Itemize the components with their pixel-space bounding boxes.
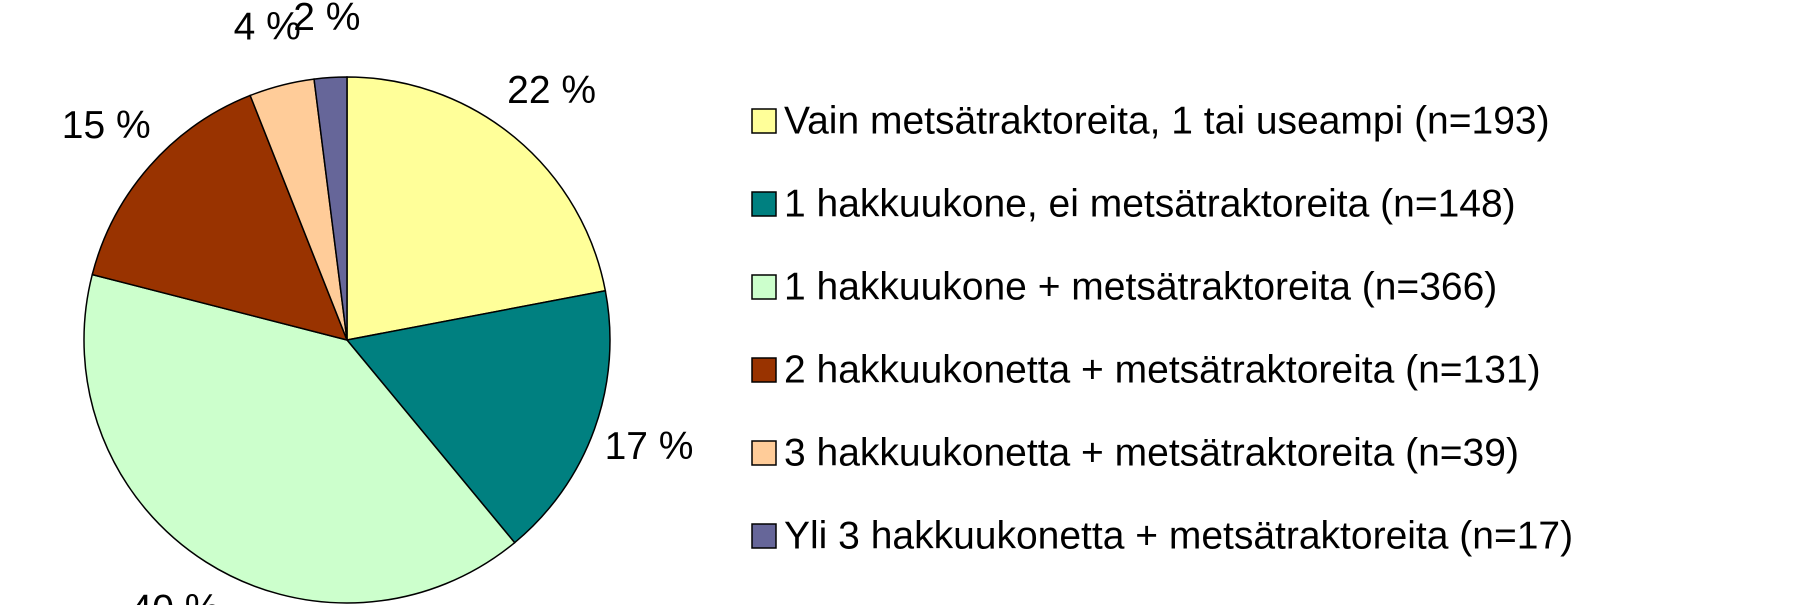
- pie-slice: [91, 94, 349, 342]
- legend-label: 3 hakkuukonetta + metsätraktoreita (n=39…: [784, 431, 1519, 474]
- legend-swatch: [751, 108, 777, 134]
- pie-slice: [346, 76, 607, 341]
- legend-label: Yli 3 hakkuukonetta + metsätraktoreita (…: [784, 514, 1573, 557]
- pie-slice: [345, 289, 611, 544]
- data-label: 22 %: [507, 69, 596, 112]
- pie-slice: [313, 76, 348, 341]
- legend-swatch: [751, 191, 777, 217]
- data-label: 40 %: [131, 587, 220, 605]
- data-label: 15 %: [62, 104, 151, 147]
- legend-swatch: [751, 523, 777, 549]
- data-label: 2 %: [293, 0, 360, 39]
- legend-label: 1 hakkuukone, ei metsätraktoreita (n=148…: [784, 182, 1516, 225]
- pie-slice: [83, 273, 516, 604]
- legend-label: Vain metsätraktoreita, 1 tai useampi (n=…: [784, 99, 1550, 142]
- legend-label: 1 hakkuukone + metsätraktoreita (n=366): [784, 265, 1497, 308]
- data-label: 17 %: [605, 425, 694, 468]
- legend-swatch: [751, 440, 777, 466]
- legend-swatch: [751, 274, 777, 300]
- legend-swatch: [751, 357, 777, 383]
- legend-label: 2 hakkuukonetta + metsätraktoreita (n=13…: [784, 348, 1541, 391]
- data-label: 4 %: [234, 5, 301, 48]
